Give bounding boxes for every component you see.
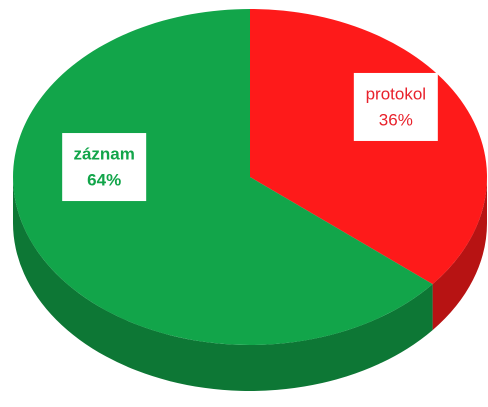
label-value: 36% (379, 110, 413, 129)
slice-side (13, 177, 433, 391)
label-category: záznam (73, 145, 134, 164)
label-category: protokol (366, 84, 426, 103)
label-box (62, 133, 147, 202)
label-box (353, 72, 438, 141)
label-value: 64% (87, 171, 121, 190)
slice (12, 9, 433, 345)
data-label: záznam 64% (62, 133, 147, 202)
data-label: protokol 36% (353, 72, 438, 141)
slice-side (432, 177, 487, 331)
